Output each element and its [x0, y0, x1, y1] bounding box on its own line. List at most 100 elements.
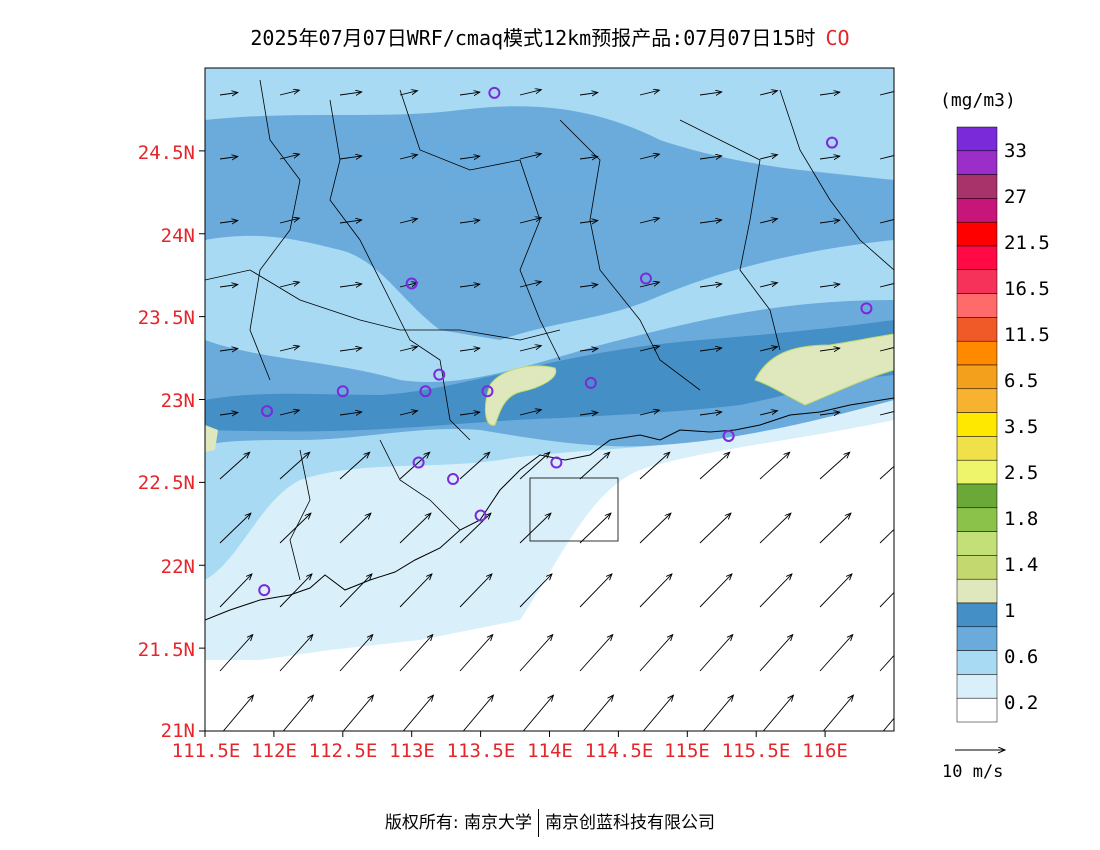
colorbar-label: 3.5 [1004, 416, 1039, 438]
wind-arrow [399, 513, 431, 544]
wind-arrow [819, 92, 840, 95]
wind-arrow [339, 156, 362, 159]
wind-arrow [579, 574, 612, 608]
wind-arrow [459, 156, 480, 159]
wind-arrow [819, 513, 851, 544]
wind-arrow [279, 513, 311, 544]
wind-arrow [459, 284, 480, 287]
wind-arrow [759, 219, 777, 224]
colorbar-swatch [956, 198, 998, 223]
wind-arrow [639, 218, 659, 224]
wind-arrow [579, 513, 611, 544]
colorbar-swatch [956, 269, 998, 294]
pollutant-label: CO [825, 26, 850, 50]
wind-arrow [819, 156, 840, 159]
lon-tick-label: 115.5E [721, 740, 791, 762]
lon-tick-label: 112E [251, 740, 297, 762]
wind-arrow [699, 220, 722, 223]
wind-arrow [339, 92, 362, 95]
wind-arrow [462, 695, 493, 731]
colorbar-swatch [956, 340, 998, 366]
station-marker [825, 136, 838, 149]
colorbar-label: 1.4 [1004, 554, 1039, 576]
colorbar-swatch [956, 436, 998, 461]
wind-arrow [639, 635, 673, 672]
station-marker [481, 385, 494, 398]
wind-arrow [882, 717, 894, 731]
wind-arrow [279, 574, 312, 608]
wind-arrow [219, 452, 250, 480]
footer-left: 版权所有: 南京大学 [384, 813, 533, 833]
wind-arrow [279, 410, 299, 416]
wind-arrow [759, 452, 790, 480]
wind-arrow [279, 635, 313, 672]
colorbar-swatch [956, 293, 998, 318]
wind-arrow [819, 452, 850, 480]
wind-arrow [522, 695, 553, 731]
colorbar-swatch [956, 483, 998, 509]
wind-arrow [219, 635, 253, 672]
colorbar-label: 21.5 [1004, 232, 1050, 254]
wind-arrow [579, 92, 598, 95]
wind-arrow [219, 220, 238, 223]
lon-tick-label: 115E [664, 740, 710, 762]
wind-arrow [699, 92, 722, 95]
wind-arrow [399, 91, 417, 96]
wind-arrow [519, 282, 541, 288]
station-marker [419, 385, 432, 398]
wind-arrow [819, 574, 852, 608]
colorbar-swatch [956, 364, 998, 390]
wind-arrow [639, 90, 659, 96]
colorbar-label: 1 [1004, 600, 1016, 622]
colorbar-swatch [956, 674, 998, 699]
wind-arrow [819, 220, 840, 223]
wind-arrow [519, 218, 541, 224]
station-marker [261, 405, 274, 418]
lat-tick-label: 22N [160, 556, 195, 578]
wind-arrow [579, 348, 598, 351]
station-marker [722, 429, 735, 442]
station-marker [412, 456, 425, 469]
station-marker [336, 385, 349, 398]
wind-arrow [399, 574, 432, 608]
wind-arrow [579, 635, 613, 672]
lon-tick-label: 111.5E [171, 740, 241, 762]
wind-arrow [582, 695, 613, 731]
colorbar-label: 0.2 [1004, 692, 1039, 714]
station-marker [488, 86, 501, 99]
lon-tick-label: 112.5E [308, 740, 378, 762]
wind-arrow [279, 346, 299, 352]
wind-arrow [219, 92, 238, 95]
station-marker [258, 584, 271, 597]
lon-tick-label: 114E [527, 740, 573, 762]
colorbar-label: 27 [1004, 186, 1027, 208]
station-marker [584, 376, 597, 389]
wind-arrow [459, 635, 493, 672]
axis-ticks [199, 150, 826, 737]
wind-arrow [699, 348, 722, 351]
wind-arrow [702, 695, 733, 731]
wind-arrow [699, 156, 722, 159]
colorbar-swatch [956, 317, 998, 342]
wind-arrow [759, 347, 777, 352]
wind-arrow [459, 452, 490, 480]
colorbar-swatch [956, 459, 998, 485]
wind-arrow [342, 695, 373, 731]
wind-arrow [279, 452, 310, 480]
wind-arrow [399, 635, 433, 672]
colorbar-swatch [956, 221, 998, 247]
station-marker [639, 272, 652, 285]
lon-tick-label: 116E [802, 740, 848, 762]
colorbar-swatch [956, 412, 998, 437]
wind-arrow [699, 635, 733, 672]
wind-arrow [402, 695, 433, 731]
wind-arrow [639, 513, 671, 544]
colorbar-swatch [956, 650, 998, 675]
wind-arrow [639, 410, 659, 416]
wind-arrow [219, 574, 252, 608]
colorbar [956, 126, 998, 723]
wind-arrow [819, 635, 853, 672]
wind-arrow [879, 411, 894, 416]
wind-arrow [579, 156, 598, 159]
